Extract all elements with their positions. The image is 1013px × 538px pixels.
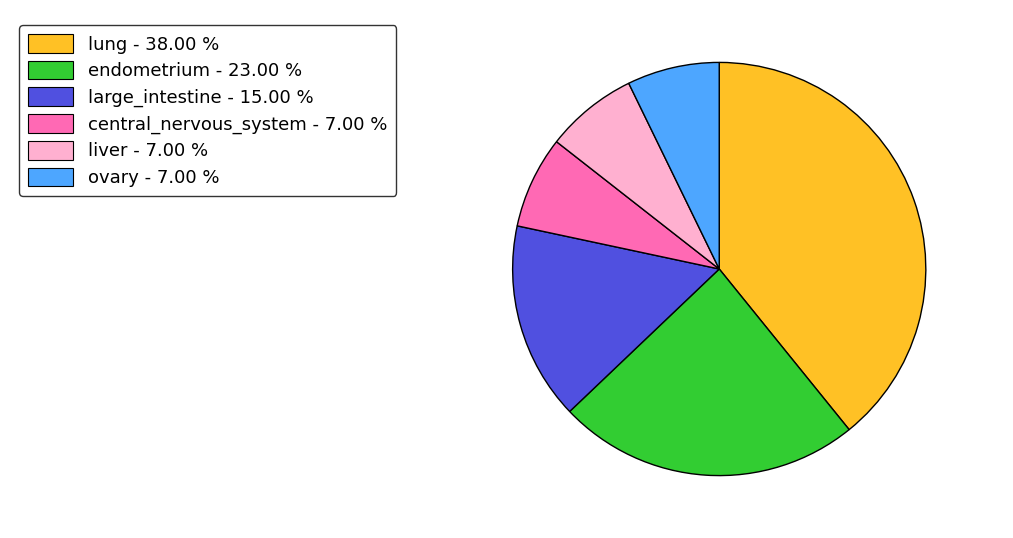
Legend: lung - 38.00 %, endometrium - 23.00 %, large_intestine - 15.00 %, central_nervou: lung - 38.00 %, endometrium - 23.00 %, l… (19, 25, 396, 196)
Wedge shape (556, 83, 719, 269)
Wedge shape (518, 141, 719, 269)
Wedge shape (719, 62, 926, 430)
Wedge shape (513, 226, 719, 412)
Wedge shape (629, 62, 719, 269)
Wedge shape (569, 269, 849, 476)
